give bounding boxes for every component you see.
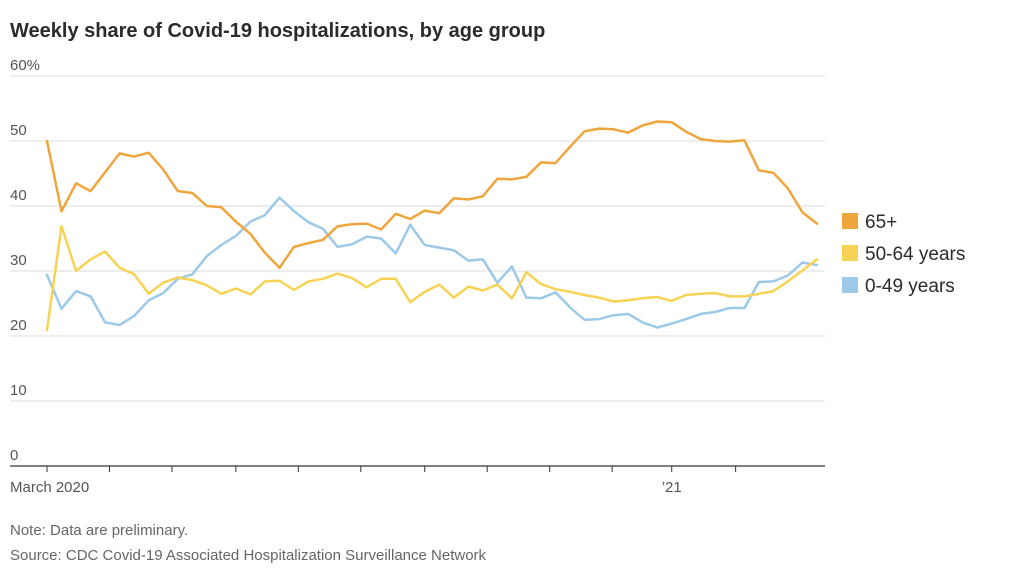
chart-note: Note: Data are preliminary. <box>10 522 189 539</box>
legend-label-50-64-years: 50-64 years <box>865 244 965 265</box>
legend-label-0-49-years: 0-49 years <box>865 276 955 297</box>
line-chart: 0 10 20 30 40 50 60% March 2020 ’21 65+ 50-64 ye… <box>10 57 965 496</box>
series-lines <box>45 120 819 332</box>
legend-label-65-: 65+ <box>865 212 897 233</box>
series-line-65- <box>45 120 819 270</box>
chart-source: Source: CDC Covid-19 Associated Hospital… <box>10 547 487 564</box>
series-line-50-64-years <box>45 224 819 332</box>
y-tick-label-40: 40 <box>10 187 27 204</box>
gridlines <box>10 75 825 467</box>
x-tick-label-1: ’21 <box>662 479 682 496</box>
y-axis-labels: 0 10 20 30 40 50 60% <box>10 57 40 464</box>
y-tick-label-0: 0 <box>10 447 18 464</box>
x-axis: March 2020 ’21 <box>10 466 737 496</box>
legend-swatch-0-49-years <box>842 277 858 293</box>
chart-title: Weekly share of Covid-19 hospitalization… <box>10 20 546 42</box>
y-tick-label-50: 50 <box>10 122 27 139</box>
series-line-0-49-years <box>45 196 819 329</box>
legend-swatch-50-64-years <box>842 245 858 261</box>
y-tick-label-10: 10 <box>10 382 27 399</box>
legend-swatch-65- <box>842 213 858 229</box>
legend: 65+ 50-64 years 0-49 years <box>842 212 965 297</box>
y-tick-label-20: 20 <box>10 317 27 334</box>
y-tick-label-60: 60% <box>10 57 40 74</box>
x-tick-label-0: March 2020 <box>10 479 89 496</box>
y-tick-label-30: 30 <box>10 252 27 269</box>
